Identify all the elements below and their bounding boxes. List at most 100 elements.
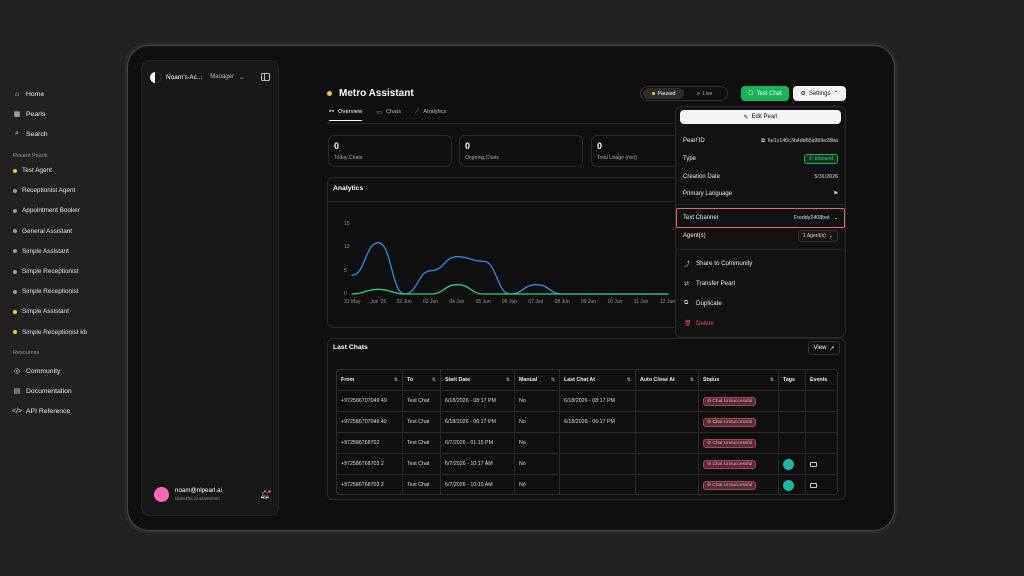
share-community-item[interactable]: ⤴ Share to Community bbox=[684, 257, 752, 269]
sort-icon[interactable]: ⇅ bbox=[393, 377, 398, 383]
table-row[interactable]: +972586768703 2 Test Chat 6/7/2026 - 10:17… bbox=[337, 454, 837, 475]
data-point bbox=[483, 293, 485, 295]
badge-label: Chat Unsuccessful bbox=[712, 419, 753, 425]
event-icon[interactable] bbox=[810, 461, 817, 467]
column-header[interactable]: Start Date ⇅ bbox=[441, 370, 515, 390]
cell-text: +972586768702 bbox=[341, 440, 380, 446]
stat-value: 0 bbox=[465, 141, 471, 151]
select-value: 1 Agent(s) bbox=[803, 233, 826, 239]
settings-button[interactable]: ⚙ Settings ⌃ bbox=[793, 86, 846, 101]
column-header[interactable]: Status ⇅ bbox=[699, 370, 779, 390]
cell-text: 6/7/2026 - 01:15 PM bbox=[445, 440, 493, 446]
column-header[interactable]: Auto Close At ⇅ bbox=[636, 370, 699, 390]
duplicate-icon: ⧉ bbox=[684, 299, 689, 306]
bell-icon[interactable]: 🔔︎ bbox=[259, 489, 272, 499]
copy-icon[interactable]: ⧉ bbox=[761, 137, 765, 144]
table-cell-from: +972586768703 2 bbox=[337, 475, 403, 494]
tag-dot[interactable] bbox=[783, 479, 794, 491]
user-id: bb8b4f9c3242685f650 bbox=[175, 496, 220, 501]
cell-text: No bbox=[519, 398, 526, 404]
table-row[interactable]: +972586768702 Test Chat 6/7/2026 - 01:15 P… bbox=[337, 433, 837, 454]
nav-home[interactable]: ⌂ Home bbox=[12, 88, 44, 100]
inbound-badge: ✆ Inbound bbox=[803, 154, 838, 164]
recent-pearl-item[interactable]: Simple Receptionist bbox=[13, 286, 78, 297]
button-label: Edit Pearl bbox=[751, 114, 778, 120]
overview-icon: ⚯ bbox=[329, 109, 335, 115]
pearl-status-dot bbox=[13, 249, 17, 254]
pearl-label: Simple Assistant bbox=[22, 247, 69, 255]
table-cell-auto bbox=[636, 475, 699, 494]
duplicate-item[interactable]: ⧉ Duplicate bbox=[684, 297, 722, 309]
data-point bbox=[641, 293, 643, 295]
stat-ongoing-chats: 0 Ongoing Chats bbox=[459, 135, 583, 167]
account-switcher[interactable]: Noam's Ac... Manager ⌄ bbox=[150, 69, 270, 85]
recent-pearl-item[interactable]: Simple Assistant bbox=[13, 246, 69, 257]
table-cell-auto bbox=[636, 433, 699, 453]
badge-label: Chat Unsuccessful bbox=[712, 440, 753, 446]
column-header[interactable]: To ⇅ bbox=[403, 370, 441, 390]
user-profile[interactable]: noam@nlpearl.ai bb8b4f9c3242685f650 🔔︎ bbox=[154, 482, 272, 506]
nav-documentation[interactable]: ▤ Documentation bbox=[12, 385, 72, 397]
view-button[interactable]: View ↗ bbox=[808, 341, 840, 355]
nav-community[interactable]: ◎ Community bbox=[12, 365, 60, 377]
sort-icon[interactable]: ⇅ bbox=[626, 377, 631, 383]
nav-pearls[interactable]: ▦ Pearls bbox=[12, 108, 46, 120]
sort-icon[interactable]: ⇅ bbox=[689, 377, 694, 383]
book-icon: ▤ bbox=[13, 388, 21, 395]
table-cell-status: ⊘ Chat Unsuccessful bbox=[699, 454, 779, 474]
tag-dot[interactable] bbox=[783, 458, 794, 470]
search-icon: ⌕ bbox=[15, 130, 19, 137]
nav-api-reference[interactable]: </> API Reference bbox=[12, 405, 70, 417]
column-header[interactable]: Tags bbox=[779, 370, 806, 390]
table-cell-to: Test Chat bbox=[403, 475, 441, 494]
type-label: Type bbox=[683, 156, 697, 162]
delete-item[interactable]: 🗑︎ Delete bbox=[684, 317, 714, 329]
nav-search[interactable]: ⌕ Search bbox=[12, 128, 48, 140]
sidebar-toggle-icon[interactable] bbox=[261, 73, 270, 81]
column-header[interactable]: Manual ⇅ bbox=[515, 370, 560, 390]
table-cell-to: Test Chat bbox=[403, 391, 441, 411]
table-row[interactable]: +972586768703 2 Test Chat 6/7/2026 - 10:10… bbox=[337, 475, 837, 494]
cell-text: +972586768703 2 bbox=[341, 461, 384, 467]
recent-pearl-item[interactable]: Simple Receptionist bbox=[13, 266, 78, 277]
status-toggle[interactable]: Paused Live bbox=[640, 86, 728, 101]
table-cell-event bbox=[806, 391, 837, 411]
cell-text: 6/18/2026 - 06:17 PM bbox=[445, 419, 496, 425]
table-row[interactable]: +972586707049 49 Test Chat 6/18/2026 - 08:… bbox=[337, 391, 837, 412]
text-channel-select[interactable]: Freddy2408bot ⌄ bbox=[794, 215, 838, 221]
y-tick-label: 15 bbox=[344, 221, 350, 227]
pearl-label: Simple Receptionist bbox=[22, 288, 79, 296]
sort-icon[interactable]: ⇅ bbox=[550, 377, 555, 383]
sort-icon[interactable]: ⇅ bbox=[769, 377, 774, 383]
x-tick-label: 06 Jun bbox=[502, 299, 518, 305]
toggle-paused[interactable]: Paused bbox=[643, 88, 684, 99]
recent-pearl-item[interactable]: Receptionist Agent bbox=[13, 185, 75, 196]
event-icon[interactable] bbox=[810, 482, 817, 488]
select-value: Freddy2408bot bbox=[793, 215, 830, 221]
edit-pearl-button[interactable]: ✎ Edit Pearl bbox=[680, 110, 841, 124]
tab-analytics[interactable]: ⟋ Analytics bbox=[415, 108, 446, 121]
sort-icon[interactable]: ⇅ bbox=[431, 377, 436, 383]
toggle-live[interactable]: Live bbox=[684, 88, 725, 99]
chevron-down-icon: ⌄ bbox=[828, 233, 833, 239]
column-header[interactable]: From ⇅ bbox=[337, 370, 403, 390]
column-header[interactable]: Last Chat At ⇅ bbox=[560, 370, 636, 390]
cell-text: +972586707049 49 bbox=[341, 398, 387, 404]
text-channel-highlight bbox=[676, 208, 845, 228]
tab-chats[interactable]: ▭ Chats bbox=[376, 108, 401, 121]
recent-pearl-item[interactable]: Appointment Booker bbox=[13, 205, 80, 216]
recent-pearl-item[interactable]: Simple Assistant bbox=[13, 306, 69, 317]
sort-icon[interactable]: ⇅ bbox=[505, 377, 510, 383]
column-header[interactable]: Events bbox=[806, 370, 837, 390]
last-chats-title: Last Chats bbox=[333, 344, 368, 351]
transfer-pearl-item[interactable]: ⇄ Transfer Pearl bbox=[684, 277, 735, 289]
recent-pearl-item[interactable]: Test Agent bbox=[13, 165, 52, 176]
table-row[interactable]: +972586707049 49 Test Chat 6/18/2026 - 06:… bbox=[337, 412, 837, 433]
tab-overview[interactable]: ⚯ Overview bbox=[329, 108, 363, 121]
recent-pearl-item[interactable]: Simple Receptionist kb bbox=[13, 327, 87, 338]
recent-pearl-item[interactable]: General Assistant bbox=[13, 226, 72, 237]
sidebar: Noam's Ac... Manager ⌄ bbox=[141, 60, 279, 516]
agents-select[interactable]: 1 Agent(s) ⌄ bbox=[798, 230, 838, 242]
test-chat-button[interactable]: ⎔ Test Chat bbox=[741, 86, 789, 101]
x-tick-label: 09 Jun bbox=[581, 299, 597, 305]
